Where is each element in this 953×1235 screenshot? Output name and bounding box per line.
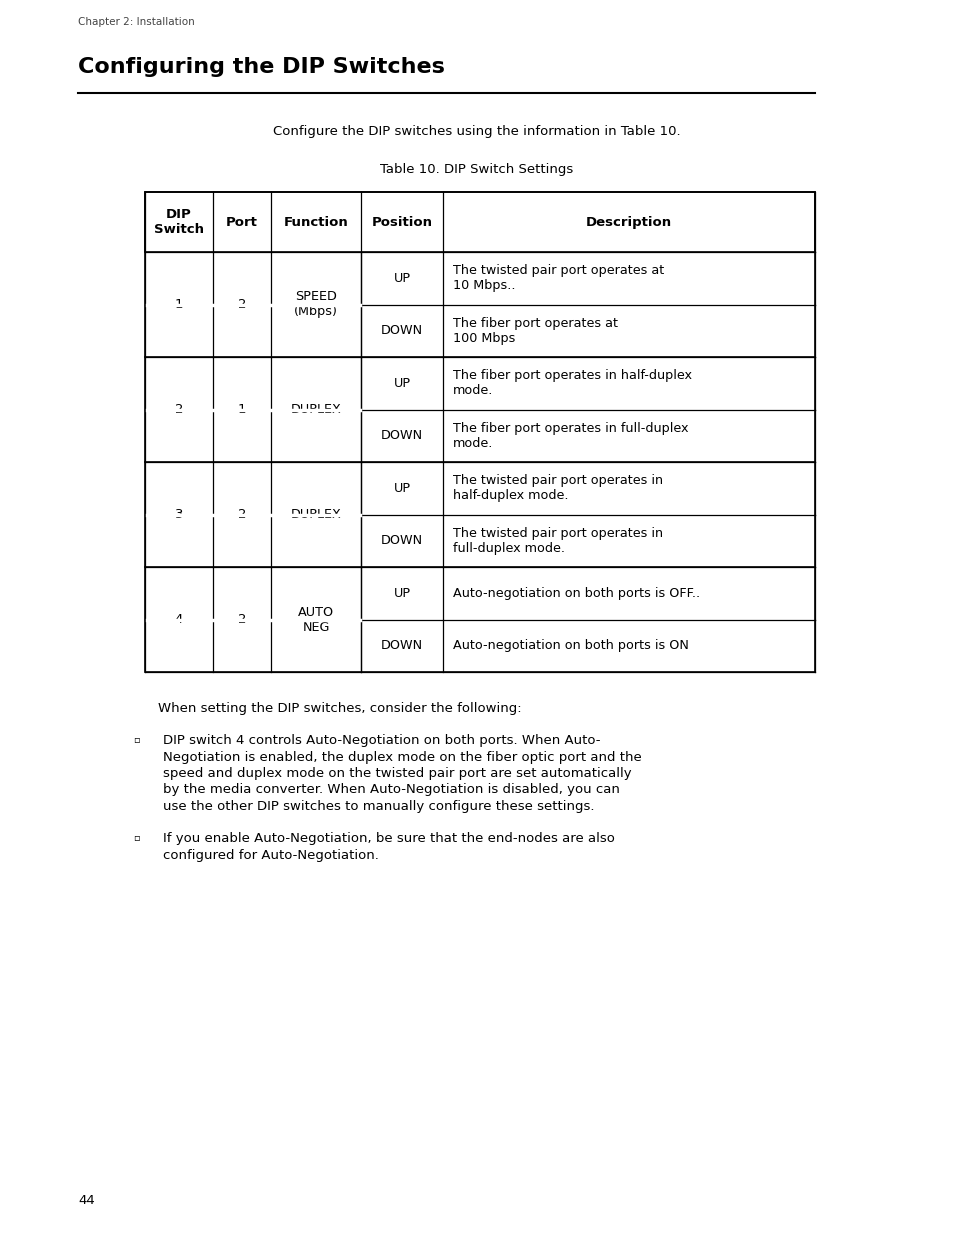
- Bar: [145, 191, 814, 252]
- Text: Auto-negotiation on both ports is OFF..: Auto-negotiation on both ports is OFF..: [453, 587, 700, 600]
- Text: 1: 1: [174, 298, 183, 311]
- Text: DIP switch 4 controls Auto-Negotiation on both ports. When Auto-
Negotiation is : DIP switch 4 controls Auto-Negotiation o…: [163, 734, 641, 813]
- Text: The twisted pair port operates in
full-duplex mode.: The twisted pair port operates in full-d…: [453, 527, 662, 555]
- Text: 2: 2: [237, 298, 246, 311]
- Text: When setting the DIP switches, consider the following:: When setting the DIP switches, consider …: [158, 701, 521, 715]
- Text: DOWN: DOWN: [380, 640, 422, 652]
- Text: Chapter 2: Installation: Chapter 2: Installation: [78, 17, 194, 27]
- Bar: [145, 515, 814, 567]
- Text: UP: UP: [393, 377, 410, 390]
- Text: 1: 1: [237, 403, 246, 416]
- Bar: [145, 620, 814, 672]
- Text: The fiber port operates in half-duplex
mode.: The fiber port operates in half-duplex m…: [453, 369, 691, 398]
- Text: DIP
Switch: DIP Switch: [153, 207, 204, 236]
- Text: Description: Description: [585, 215, 671, 228]
- Text: DOWN: DOWN: [380, 325, 422, 337]
- Text: DOWN: DOWN: [380, 535, 422, 547]
- Text: Position: Position: [371, 215, 432, 228]
- Text: The twisted pair port operates in
half-duplex mode.: The twisted pair port operates in half-d…: [453, 474, 662, 503]
- Text: AUTO
NEG: AUTO NEG: [297, 605, 334, 634]
- Text: Function: Function: [283, 215, 348, 228]
- Text: 2: 2: [174, 403, 183, 416]
- Text: 2: 2: [237, 508, 246, 521]
- Bar: [145, 567, 814, 620]
- Bar: [145, 410, 814, 462]
- Text: UP: UP: [393, 482, 410, 495]
- Text: Auto-negotiation on both ports is ON: Auto-negotiation on both ports is ON: [453, 640, 688, 652]
- Text: ▫: ▫: [132, 734, 139, 743]
- Text: Configuring the DIP Switches: Configuring the DIP Switches: [78, 57, 444, 77]
- Bar: [145, 252, 814, 305]
- Text: 2: 2: [237, 613, 246, 626]
- Text: UP: UP: [393, 587, 410, 600]
- Text: Port: Port: [226, 215, 257, 228]
- Text: DUPLEX: DUPLEX: [291, 508, 341, 521]
- Text: Configure the DIP switches using the information in Table 10.: Configure the DIP switches using the inf…: [273, 125, 680, 138]
- Text: UP: UP: [393, 272, 410, 285]
- Text: The fiber port operates at
100 Mbps: The fiber port operates at 100 Mbps: [453, 316, 618, 345]
- Bar: [145, 462, 814, 515]
- Text: The twisted pair port operates at
10 Mbps..: The twisted pair port operates at 10 Mbp…: [453, 264, 663, 293]
- Bar: [145, 191, 814, 672]
- Text: 3: 3: [174, 508, 183, 521]
- Text: ▫: ▫: [132, 832, 139, 842]
- Text: SPEED
(Mbps): SPEED (Mbps): [294, 290, 337, 319]
- Text: DOWN: DOWN: [380, 430, 422, 442]
- Text: The fiber port operates in full-duplex
mode.: The fiber port operates in full-duplex m…: [453, 421, 688, 450]
- Bar: [145, 305, 814, 357]
- Text: DUPLEX: DUPLEX: [291, 403, 341, 416]
- Text: Table 10. DIP Switch Settings: Table 10. DIP Switch Settings: [380, 163, 573, 177]
- Bar: [145, 357, 814, 410]
- Text: 4: 4: [174, 613, 183, 626]
- Text: 44: 44: [78, 1194, 94, 1207]
- Text: If you enable Auto-Negotiation, be sure that the end-nodes are also
configured f: If you enable Auto-Negotiation, be sure …: [163, 832, 615, 862]
